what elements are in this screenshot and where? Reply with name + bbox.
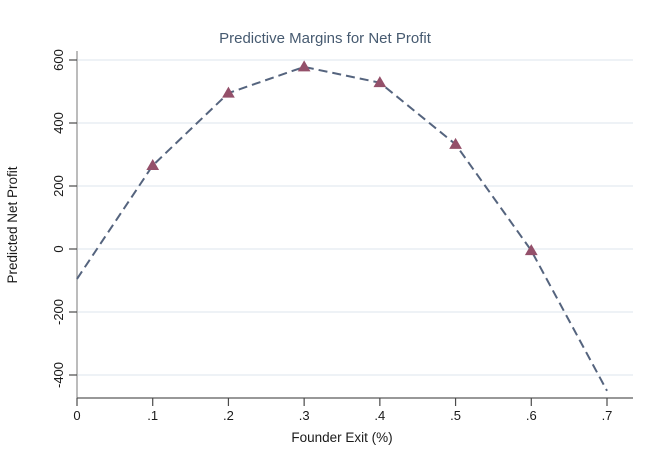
gridlines (78, 59, 633, 376)
data-series (76, 60, 608, 392)
x-axis-label: Founder Exit (%) (291, 430, 392, 445)
y-tick-label: 200 (51, 175, 66, 197)
y-tick-label: 600 (51, 49, 66, 71)
data-point-marker (146, 159, 160, 171)
x-tick-label: .5 (450, 408, 461, 423)
data-point-marker (449, 137, 462, 149)
x-tick-label: .7 (602, 408, 613, 423)
chart-title: Predictive Margins for Net Profit (219, 30, 432, 47)
y-axis-label: Predicted Net Profit (5, 166, 20, 283)
y-tick-label: -200 (51, 299, 66, 325)
tick-marks-and-labels: 600 400 200 0 -200 -400 0 .1 .2 .3 .4 .5 .6 .7 (51, 49, 612, 423)
x-tick-label: .1 (147, 408, 158, 423)
axes (76, 51, 633, 399)
x-tick-label: .3 (299, 408, 310, 423)
x-tick-label: .4 (374, 408, 385, 423)
prediction-line (76, 65, 608, 392)
data-point-marker (222, 86, 235, 98)
data-point-marker (524, 244, 538, 256)
y-tick-label: -400 (51, 362, 66, 388)
y-tick-label: 0 (51, 245, 66, 252)
x-tick-label: 0 (73, 408, 80, 423)
x-tick-label: .2 (223, 408, 234, 423)
data-point-marker (297, 60, 311, 72)
y-tick-label: 400 (51, 112, 66, 134)
x-tick-label: .6 (526, 408, 537, 423)
data-point-marker (373, 76, 387, 88)
